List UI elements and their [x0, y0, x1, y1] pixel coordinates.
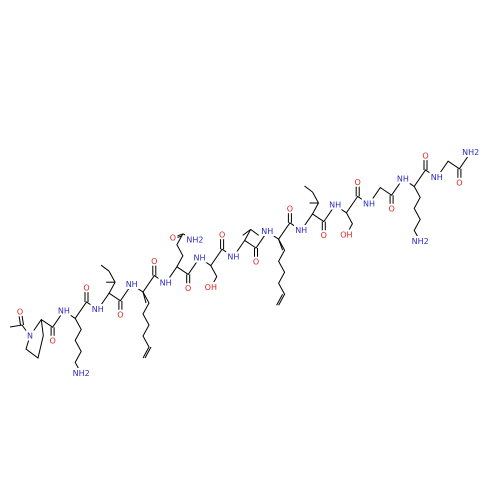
bonds [9, 152, 472, 374]
bond [29, 152, 472, 337]
atom-label: O [287, 204, 293, 213]
atom-label: O [388, 205, 394, 214]
atom-label: NH [194, 254, 206, 263]
atom-label: O [321, 231, 327, 240]
atom-label: O [117, 310, 123, 319]
atom-label: O [253, 258, 259, 267]
atom-label: NH [431, 173, 443, 182]
atom-label: NH2 [186, 235, 203, 244]
bond [345, 212, 353, 236]
bond [142, 291, 147, 304]
atom-label: NH [329, 201, 341, 210]
bond [142, 291, 150, 359]
bond [244, 229, 252, 241]
bond [278, 238, 286, 306]
atom-label: NH [397, 174, 409, 183]
atom-label: O [17, 308, 23, 317]
bond [18, 311, 21, 326]
atom-label: NH [160, 279, 172, 288]
bond [21, 311, 24, 326]
bond [210, 265, 218, 288]
atom-label: O [49, 337, 55, 346]
atom-label: OH [205, 283, 217, 292]
atom-label: O [219, 231, 225, 240]
atom-label: O [456, 178, 462, 187]
bond [171, 235, 183, 241]
bond [250, 228, 260, 236]
atom-label: NH [58, 306, 70, 315]
atom-label: OH [340, 230, 352, 239]
bond [74, 318, 82, 374]
atom-label: NH [261, 227, 273, 236]
bond [176, 233, 184, 268]
atom-label: O [151, 257, 157, 266]
atom-label: O [185, 284, 191, 293]
bond [9, 324, 31, 337]
bond [413, 186, 421, 242]
atom-label: NH [92, 305, 104, 314]
bond [172, 233, 184, 239]
bond [182, 233, 196, 241]
bond [144, 346, 152, 359]
bond [25, 319, 44, 359]
atom-label: NH [363, 200, 375, 209]
atom-label: NH [295, 226, 307, 235]
atom-label: NH2 [73, 369, 90, 378]
bond [242, 228, 251, 236]
atom-label: NH2 [462, 148, 479, 157]
atom-label: O [422, 152, 428, 161]
atom-label: O [355, 178, 361, 187]
atom-label: NH [227, 252, 239, 261]
atom-label: N [27, 332, 33, 341]
atom-label: O [83, 284, 89, 293]
atom-label: O [170, 233, 176, 242]
atom-label: NH2 [412, 237, 429, 246]
atom-label: NH [126, 280, 138, 289]
bond [100, 264, 110, 272]
bond [278, 239, 284, 251]
bond [276, 293, 284, 306]
bond [304, 185, 313, 193]
